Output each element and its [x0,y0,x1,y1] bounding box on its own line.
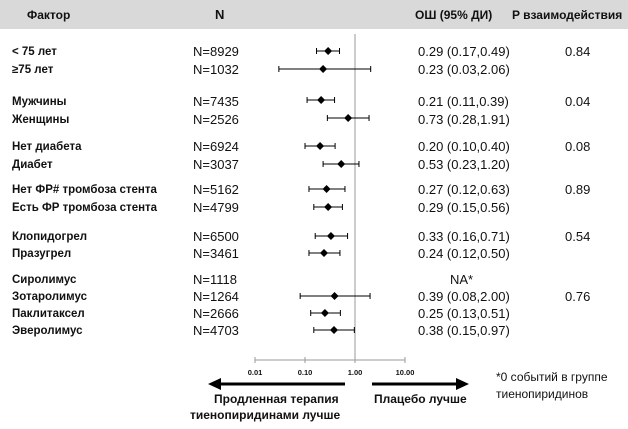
point-estimate [317,96,326,104]
row-n: N=1118 [193,272,237,287]
row-label: Паклитаксел [12,308,85,320]
x-tick-label: 10.00 [396,368,415,377]
row-n: N=2666 [193,306,239,321]
left-direction-label-2: тиенопиридинами лучше [190,408,341,422]
right-direction-label: Плацебо лучше [374,392,467,406]
row-label: Нет диабета [12,141,82,153]
point-estimate [329,326,338,334]
row-label: Празугрел [12,248,72,260]
row-p-interaction: 0.04 [565,94,591,109]
row-label: Нет ФР# тромбоза стента [12,184,157,196]
row-n: N=4703 [193,323,239,338]
header-p-interaction: P взаимодействия [512,8,623,22]
row-or-ci: 0.53 (0.23,1.20) [418,157,510,172]
x-tick-label: 0.01 [248,368,263,377]
row-n: N=6924 [193,139,239,154]
row-n: N=5162 [193,182,239,197]
point-estimate [326,232,335,240]
left-direction-label-1: Продленная терапия [214,392,339,406]
row-label: Эверолимус [12,325,83,337]
point-estimate [344,114,353,122]
point-estimate [324,47,333,55]
point-estimate [337,160,346,168]
header-or: ОШ (95% ДИ) [415,8,493,22]
row-label: Зотаролимус [12,291,87,303]
row-or-ci: 0.38 (0.15,0.97) [418,323,510,338]
point-estimate [330,292,339,300]
point-estimate [320,249,329,257]
row-label: ≥75 лет [12,64,54,76]
row-p-interaction: 0.54 [565,229,591,244]
table-header: Фактор N ОШ (95% ДИ) P взаимодействия [0,0,628,29]
row-label: Есть ФР тромбоза стента [12,202,158,214]
row-or-ci: 0.24 (0.12,0.50) [418,246,510,261]
row-p-interaction: 0.08 [565,139,591,154]
row-n: N=7435 [193,94,239,109]
point-estimate [316,142,325,150]
row-or-ci: 0.33 (0.16,0.71) [418,229,510,244]
row-p-interaction: 0.89 [565,182,591,197]
row-or-ci: 0.29 (0.15,0.56) [418,200,510,215]
footnote-line-2: тиенопиридинов [496,387,589,401]
row-label: Женщины [12,114,70,126]
row-or-ci: 0.29 (0.17,0.49) [418,44,510,59]
row-label: Клопидогрел [12,231,88,243]
x-tick-label: 1.00 [348,368,363,377]
row-n: N=8929 [193,44,239,59]
row-or-ci: NA* [450,272,474,287]
row-or-ci: 0.27 (0.12,0.63) [418,182,510,197]
x-tick-label: 0.10 [298,368,313,377]
header-factor: Фактор [27,8,71,22]
footnote-line-1: *0 событий в группе [496,370,608,384]
row-n: N=3037 [193,157,239,172]
right-arrow-head [456,378,469,390]
row-p-interaction: 0.84 [565,44,591,59]
left-arrow-head [208,378,221,390]
row-n: N=1032 [193,62,239,77]
point-estimate [320,309,329,317]
row-label: Диабет [12,159,53,171]
row-n: N=4799 [193,200,239,215]
point-estimate [324,203,333,211]
row-p-interaction: 0.76 [565,289,591,304]
row-label: Мужчины [12,96,67,108]
row-or-ci: 0.21 (0.11,0.39) [418,94,509,109]
row-label: Сиролимус [12,274,77,286]
row-or-ci: 0.23 (0.03,2.06) [418,62,510,77]
row-label: < 75 лет [12,46,57,58]
row-or-ci: 0.25 (0.13,0.51) [418,306,510,321]
point-estimate [322,185,331,193]
row-or-ci: 0.20 (0.10,0.40) [418,139,510,154]
header-n: N [215,7,225,22]
row-or-ci: 0.73 (0.28,1.91) [418,112,510,127]
row-n: N=1264 [193,289,239,304]
point-estimate [319,65,328,73]
row-n: N=2526 [193,112,239,127]
row-or-ci: 0.39 (0.08,2.00) [418,289,510,304]
row-n: N=3461 [193,246,239,261]
row-n: N=6500 [193,229,239,244]
